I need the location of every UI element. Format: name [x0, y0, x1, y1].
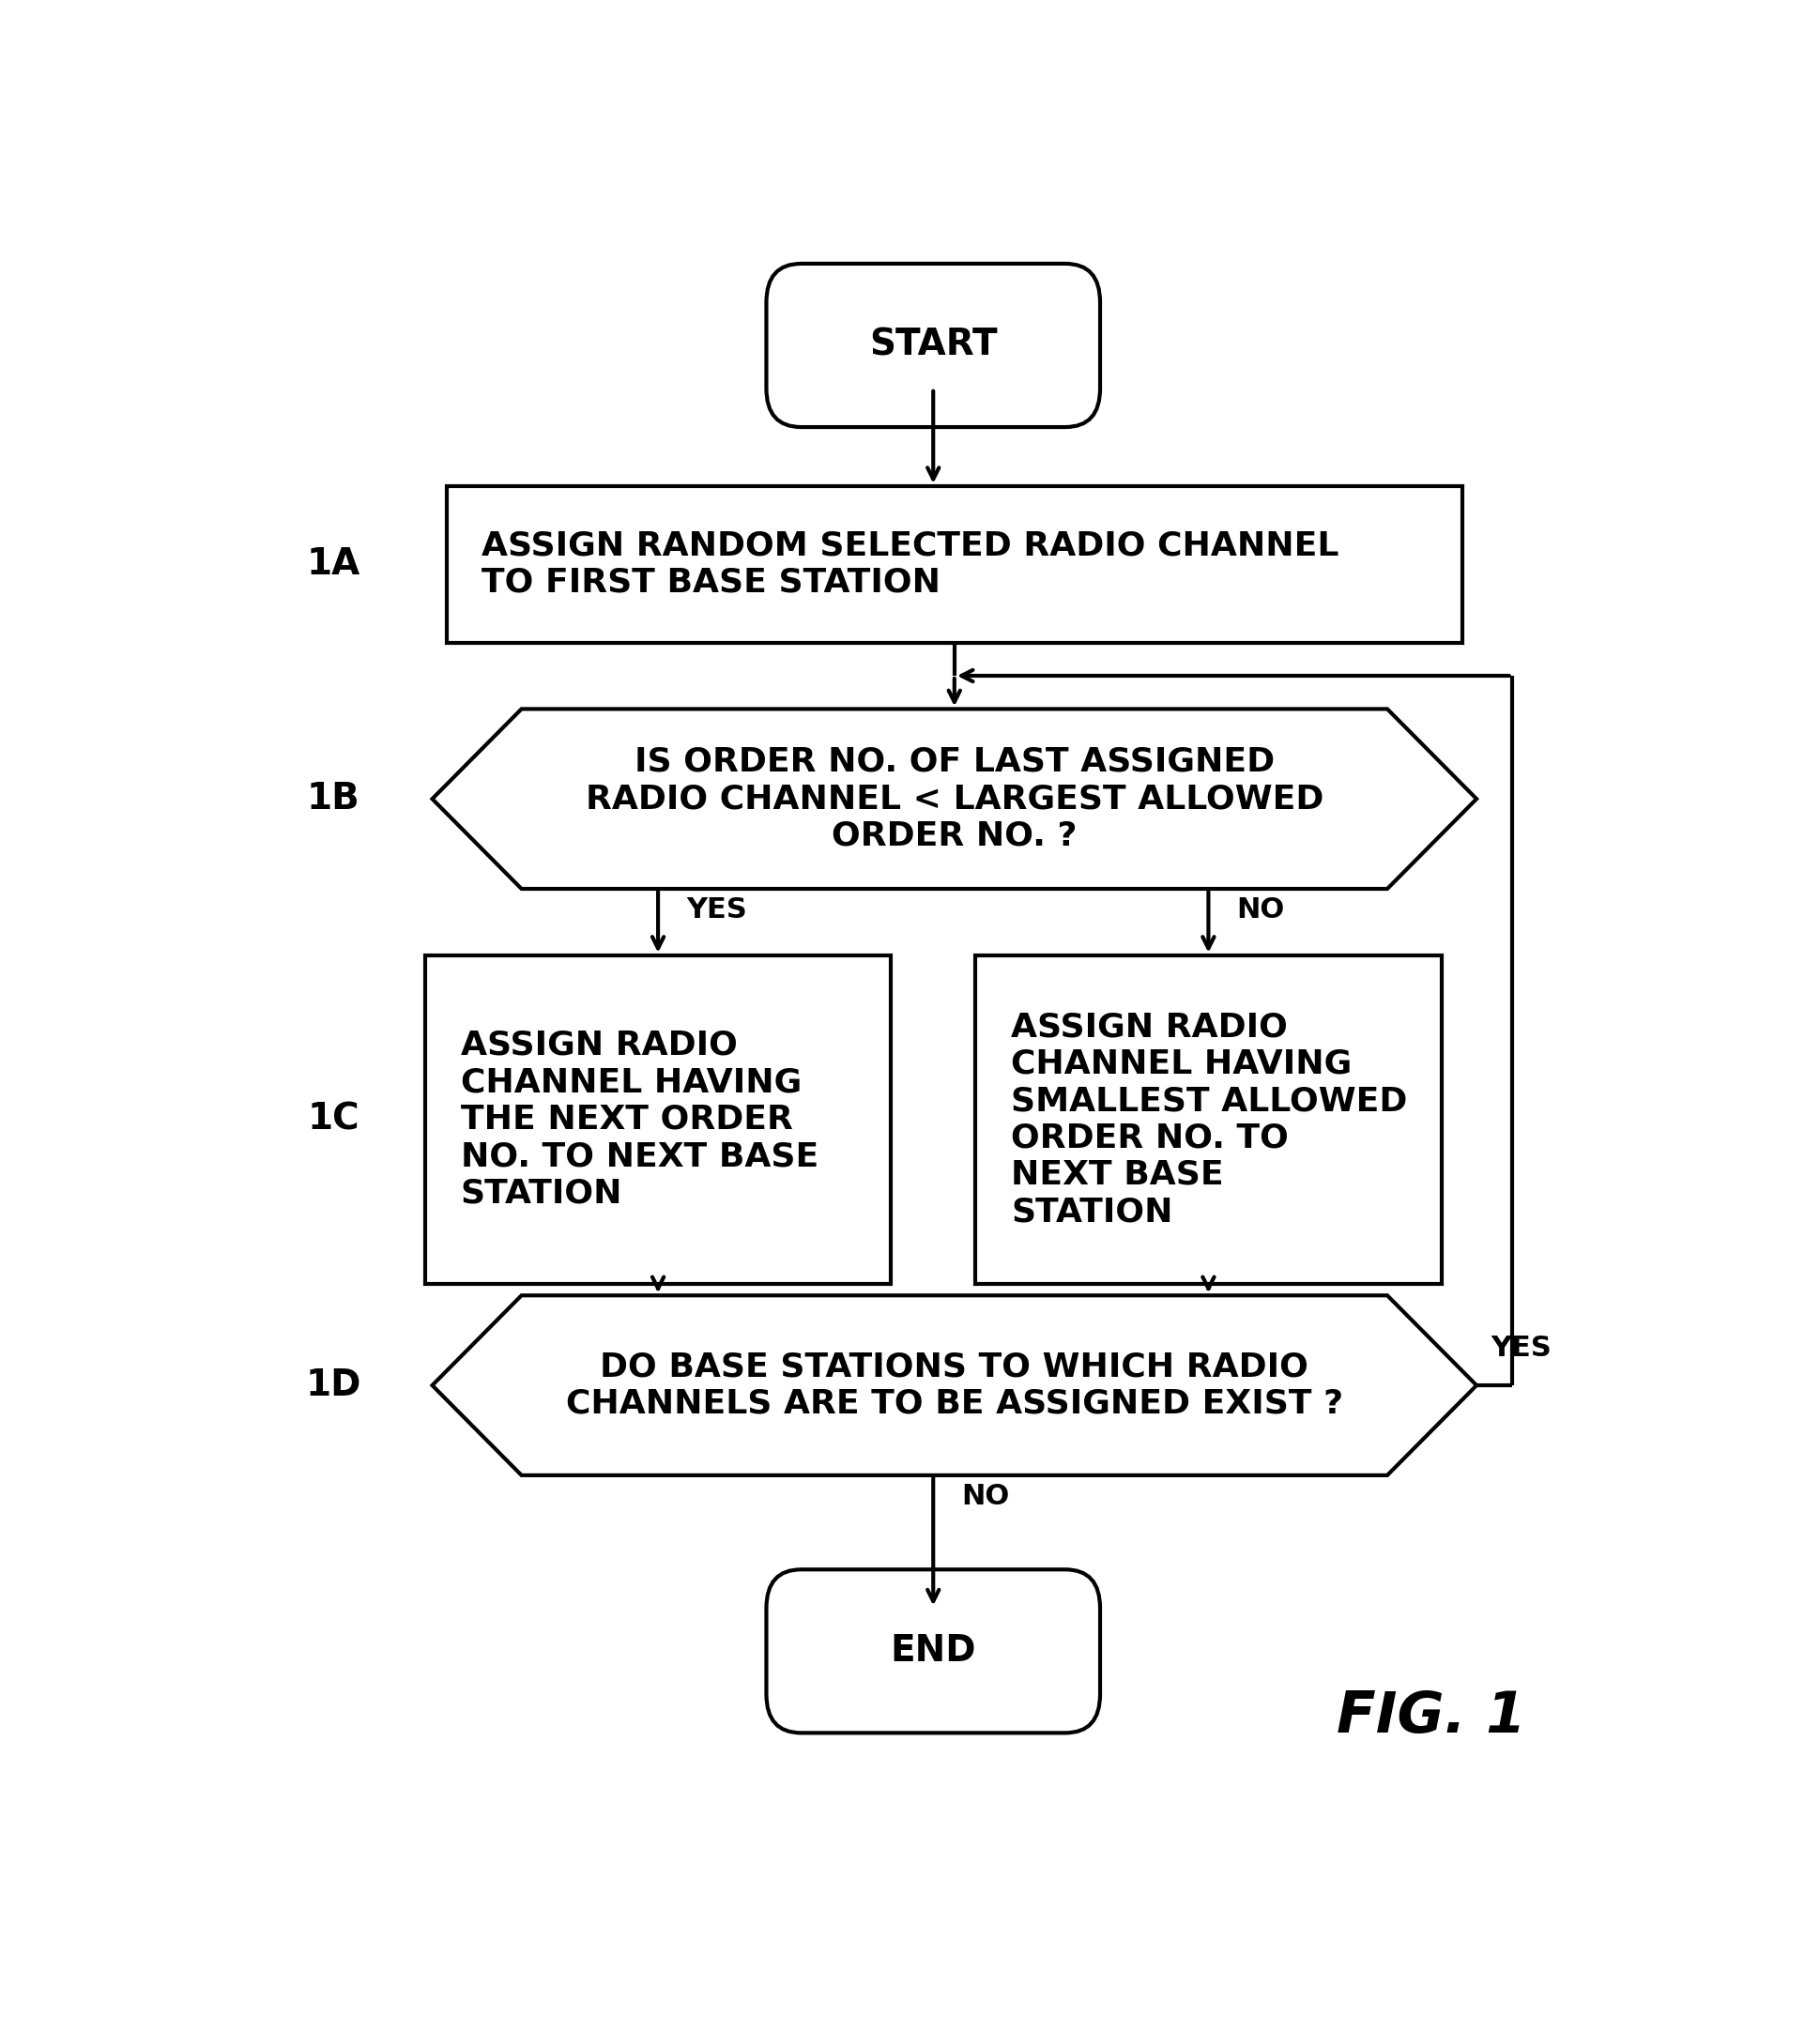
Text: YES: YES — [686, 896, 746, 924]
Text: ASSIGN RANDOM SELECTED RADIO CHANNEL
TO FIRST BASE STATION: ASSIGN RANDOM SELECTED RADIO CHANNEL TO … — [480, 530, 1338, 599]
Text: DO BASE STATIONS TO WHICH RADIO
CHANNELS ARE TO BE ASSIGNED EXIST ?: DO BASE STATIONS TO WHICH RADIO CHANNELS… — [566, 1351, 1343, 1420]
Text: ASSIGN RADIO
CHANNEL HAVING
SMALLEST ALLOWED
ORDER NO. TO
NEXT BASE
STATION: ASSIGN RADIO CHANNEL HAVING SMALLEST ALL… — [1010, 1011, 1407, 1229]
FancyBboxPatch shape — [766, 264, 1099, 427]
Bar — [446, 485, 1461, 642]
FancyBboxPatch shape — [766, 1570, 1099, 1732]
Text: FIG. 1: FIG. 1 — [1336, 1690, 1525, 1745]
Text: NO: NO — [1236, 896, 1285, 924]
Text: 1B: 1B — [306, 782, 360, 816]
Text: NO: NO — [961, 1483, 1008, 1511]
Polygon shape — [431, 709, 1476, 890]
Text: IS ORDER NO. OF LAST ASSIGNED
RADIO CHANNEL < LARGEST ALLOWED
ORDER NO. ?: IS ORDER NO. OF LAST ASSIGNED RADIO CHAN… — [584, 745, 1323, 851]
Polygon shape — [431, 1296, 1476, 1475]
Text: START: START — [868, 327, 997, 364]
Text: 1A: 1A — [306, 546, 360, 583]
Text: ASSIGN RADIO
CHANNEL HAVING
THE NEXT ORDER
NO. TO NEXT BASE
STATION: ASSIGN RADIO CHANNEL HAVING THE NEXT ORD… — [460, 1030, 817, 1208]
Bar — [976, 955, 1440, 1284]
Text: 1C: 1C — [308, 1101, 359, 1137]
Text: END: END — [890, 1633, 976, 1669]
Text: 1D: 1D — [306, 1367, 360, 1403]
Bar — [424, 955, 890, 1284]
Text: YES: YES — [1491, 1334, 1551, 1363]
